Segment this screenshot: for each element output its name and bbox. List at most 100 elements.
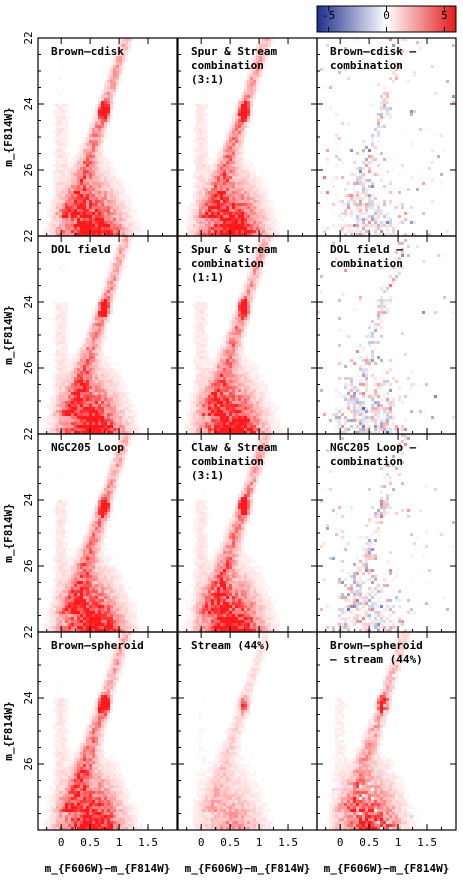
heat-cell	[205, 107, 208, 110]
heat-cell	[238, 188, 241, 191]
heat-cell	[202, 308, 205, 311]
heat-cell	[68, 380, 71, 383]
heat-cell	[211, 395, 214, 398]
heat-cell	[50, 224, 53, 227]
heat-cell	[265, 239, 268, 242]
heat-cell	[238, 155, 241, 158]
heat-cell	[125, 419, 128, 422]
heat-cell	[95, 143, 98, 146]
heat-cell	[101, 170, 104, 173]
heat-cell	[74, 404, 77, 407]
heat-cell	[244, 392, 247, 395]
heat-cell	[235, 401, 238, 404]
heat-cell	[77, 161, 80, 164]
heat-cell	[134, 413, 137, 416]
heat-cell	[119, 410, 122, 413]
heat-cell	[338, 212, 341, 215]
heat-cell	[268, 38, 271, 41]
heat-cell	[371, 410, 374, 413]
heat-cell	[101, 347, 104, 350]
heat-cell	[202, 377, 205, 380]
heat-cell	[113, 257, 116, 260]
heat-cell	[92, 338, 95, 341]
heat-cell	[244, 413, 247, 416]
heat-cell	[71, 407, 74, 410]
heat-cell	[128, 242, 131, 245]
heat-cell	[256, 371, 259, 374]
heat-cell	[244, 332, 247, 335]
heat-cell	[62, 278, 65, 281]
heat-cell	[232, 176, 235, 179]
heat-cell	[80, 341, 83, 344]
heat-cell	[205, 389, 208, 392]
heat-cell	[59, 113, 62, 116]
heat-cell	[223, 404, 226, 407]
heat-cell	[107, 167, 110, 170]
heat-cell	[211, 227, 214, 230]
heat-cell	[104, 206, 107, 209]
heat-cell	[77, 185, 80, 188]
heat-cell	[392, 404, 395, 407]
heat-cell	[238, 134, 241, 137]
heat-cell	[107, 431, 110, 434]
heat-cell	[259, 395, 262, 398]
heat-cell	[226, 398, 229, 401]
heat-cell	[235, 161, 238, 164]
heat-cell	[83, 164, 86, 167]
heat-cell	[256, 83, 259, 86]
heat-cell	[208, 368, 211, 371]
heat-cell	[341, 161, 344, 164]
heat-cell	[374, 323, 377, 326]
heat-cell	[247, 302, 250, 305]
heat-cell	[226, 197, 229, 200]
heat-cell	[56, 209, 59, 212]
heat-cell	[338, 47, 341, 50]
heat-cell	[128, 416, 131, 419]
heat-cell	[92, 413, 95, 416]
heat-cell	[244, 131, 247, 134]
heat-cell	[199, 272, 202, 275]
heat-cell	[350, 386, 353, 389]
heat-cell	[95, 176, 98, 179]
heat-cell	[59, 335, 62, 338]
heat-cell	[104, 425, 107, 428]
heat-cell	[128, 398, 131, 401]
heat-cell	[398, 65, 401, 68]
heat-cell	[116, 374, 119, 377]
heat-cell	[196, 110, 199, 113]
heat-cell	[98, 179, 101, 182]
heat-cell	[110, 71, 113, 74]
heat-cell	[113, 89, 116, 92]
heat-cell	[208, 173, 211, 176]
heat-cell	[262, 239, 265, 242]
heat-cell	[208, 425, 211, 428]
heat-cell	[259, 272, 262, 275]
heat-cell	[125, 233, 128, 236]
heat-cell	[119, 374, 122, 377]
heat-cell	[92, 314, 95, 317]
heat-cell	[235, 203, 238, 206]
heat-cell	[92, 329, 95, 332]
heat-cell	[232, 182, 235, 185]
heat-cell	[386, 98, 389, 101]
heat-cell	[202, 422, 205, 425]
heat-cell	[92, 146, 95, 149]
heat-cell	[202, 212, 205, 215]
heat-cell	[238, 326, 241, 329]
heat-cell	[374, 215, 377, 218]
heat-cell	[101, 140, 104, 143]
heat-cell	[59, 203, 62, 206]
heat-cell	[413, 383, 416, 386]
heat-cell	[137, 221, 140, 224]
heat-cell	[380, 152, 383, 155]
heat-cell	[199, 152, 202, 155]
heat-cell	[95, 383, 98, 386]
heat-cell	[122, 392, 125, 395]
heat-cell	[359, 380, 362, 383]
heat-cell	[89, 383, 92, 386]
heat-cell	[116, 398, 119, 401]
heat-cell	[89, 356, 92, 359]
heat-cell	[371, 158, 374, 161]
heat-cell	[208, 350, 211, 353]
heat-cell	[193, 413, 196, 416]
